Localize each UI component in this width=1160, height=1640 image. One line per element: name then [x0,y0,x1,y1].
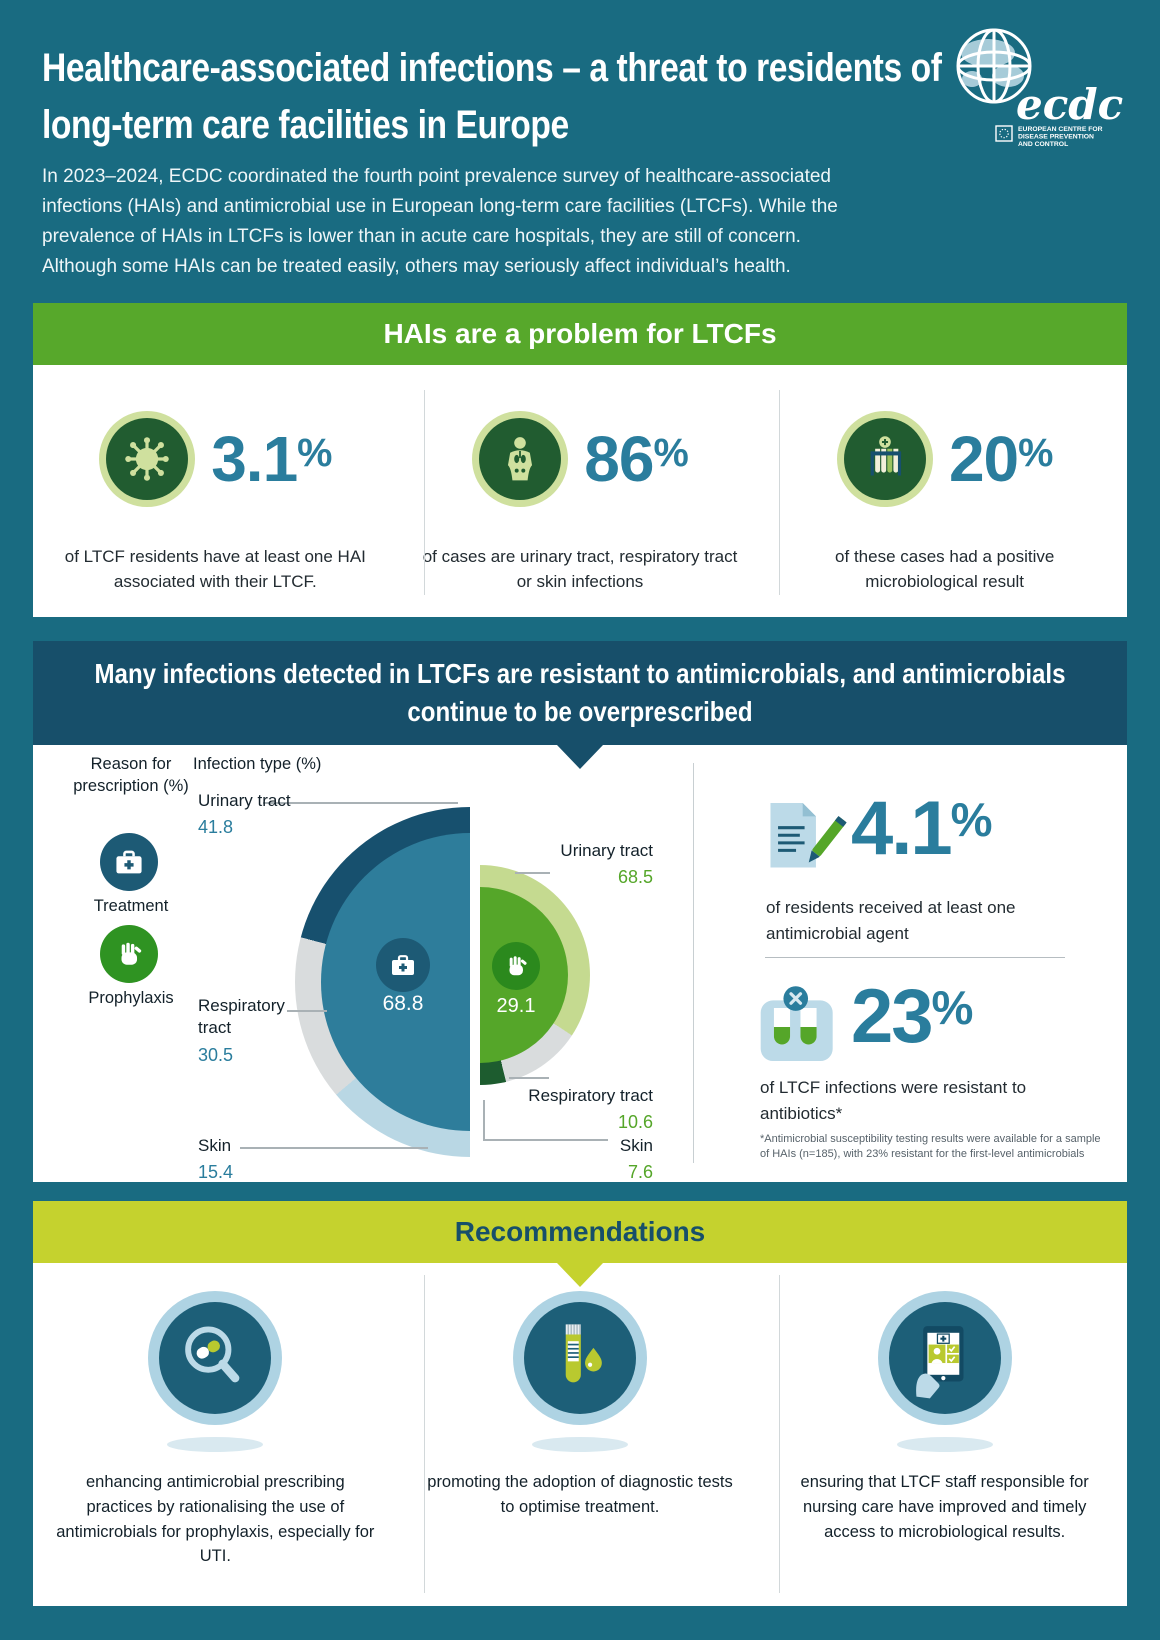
legend-title: Reason for prescription (%) [73,755,189,796]
leader-line [509,1077,549,1079]
section3-card: enhancing antimicrobial prescribing prac… [33,1263,1127,1606]
legend-label-treatment: Treatment [93,897,169,915]
prophylaxis-icon [100,925,158,983]
stat-caption: of these cases had a positive microbiolo… [835,547,1055,591]
page-title: Healthcare-associated infections – a thr… [42,46,942,147]
globe-icon: ecdc EUROPEAN CENTRE FOR DISEASE PREVENT… [956,28,1123,148]
label-prophylaxis-respiratory: Respiratory tract 10.6 [528,1086,653,1133]
label-treatment-urinary: Urinary tract 41.8 [198,791,291,838]
resistance-caption: of LTCF infections were resistant to ant… [760,1078,1027,1123]
antimicrobial-use-value: 4.1% [851,786,993,871]
leader-line [515,872,550,874]
stat-microbiological-result: 20% of these cases had a positive microb… [762,393,1127,617]
recommendation-results-access: ensuring that LTCF staff responsible for… [762,1291,1127,1606]
section2-banner-pointer [557,745,603,769]
label-prophylaxis-skin: Skin 7.6 [619,1136,653,1183]
legend-label-prophylaxis: Prophylaxis [88,989,174,1007]
stat-value: 20% [948,423,1053,495]
leader-line [483,1100,485,1140]
label-treatment-skin: Skin 15.4 [198,1136,234,1183]
column-divider [779,390,780,595]
footnote: *Antimicrobial susceptibility testing re… [760,1133,1101,1161]
org-line-2: DISEASE PREVENTION [1018,134,1094,141]
virus-icon [99,411,196,507]
leader-line [483,1139,608,1141]
recommendation-diagnostics: promoting the adoption of diagnostic tes… [398,1291,763,1606]
prophylaxis-badge-icon [492,942,540,990]
prescription-note-icon [761,797,851,888]
column-divider [424,390,425,595]
stat-caption: of LTCF residents have at least one HAI … [64,547,366,591]
stat-caption: of cases are urinary tract, respiratory … [422,547,738,591]
antibiotic-resistance-icon [755,985,845,1072]
label-treatment-respiratory: Respiratory tract 30.5 [198,996,285,1065]
recommendation-prescribing: enhancing antimicrobial prescribing prac… [33,1291,398,1606]
section3-banner-title: Recommendations [454,1216,706,1247]
section3-banner-pointer [557,1263,603,1287]
section-divider [693,763,694,1163]
chart-title: Infection type (%) [193,755,322,773]
recommendation-text: ensuring that LTCF staff responsible for… [800,1473,1089,1541]
section1-card: 3.1% of LTCF residents have at least one… [33,365,1127,617]
leader-line [263,802,458,804]
section2-banner-title: Many infections detected in LTCFs are re… [94,658,1066,727]
treatment-half-donut [295,807,470,1157]
section3-banner: Recommendations [33,1201,1127,1263]
column-divider [424,1275,425,1593]
treatment-icon [100,833,158,891]
icon-shadow [167,1437,264,1452]
icon-shadow [532,1437,628,1452]
test-tube-rack-icon [836,411,933,507]
stat-divider [765,957,1065,958]
leader-line [240,1147,428,1149]
ecdc-logo: ecdc EUROPEAN CENTRE FOR DISEASE PREVENT… [930,20,1130,152]
stat-value: 3.1% [211,423,332,495]
org-line-1: EUROPEAN CENTRE FOR [1018,126,1103,133]
treatment-total: 68.8 [382,992,424,1015]
section2-card: Reason for prescription (%) Treatment Pr… [33,745,1127,1182]
human-body-icon [472,411,569,507]
stat-infection-sites: 86% of cases are urinary tract, respirat… [398,393,763,617]
stat-hai-prevalence: 3.1% of LTCF residents have at least one… [33,393,398,617]
ecdc-wordmark: ecdc [1016,80,1123,129]
label-prophylaxis-urinary: Urinary tract 68.5 [560,841,653,888]
recommendation-text: promoting the adoption of diagnostic tes… [427,1473,733,1516]
diagnostic-test-icon [513,1291,647,1425]
section2-banner: Many infections detected in LTCFs are re… [33,641,1127,745]
recommendation-text: enhancing antimicrobial prescribing prac… [56,1473,375,1566]
tablet-results-icon [877,1291,1012,1425]
section1-banner: HAIs are a problem for LTCFs [33,303,1127,365]
treatment-badge-icon [376,938,430,992]
section1-banner-title: HAIs are a problem for LTCFs [383,318,777,349]
eu-flag-icon [995,125,1013,142]
column-divider [779,1275,780,1593]
prophylaxis-total: 29.1 [496,995,536,1017]
intro-paragraph: In 2023–2024, ECDC coordinated the fourt… [42,166,838,278]
antimicrobial-use-caption: of residents received at least one antim… [766,898,1016,943]
stat-value: 86% [584,423,688,495]
icon-shadow [896,1437,993,1452]
resistance-value: 23% [851,974,973,1059]
org-line-3: AND CONTROL [1018,141,1068,148]
magnifier-pill-icon [148,1291,283,1425]
leader-line [287,1010,327,1012]
